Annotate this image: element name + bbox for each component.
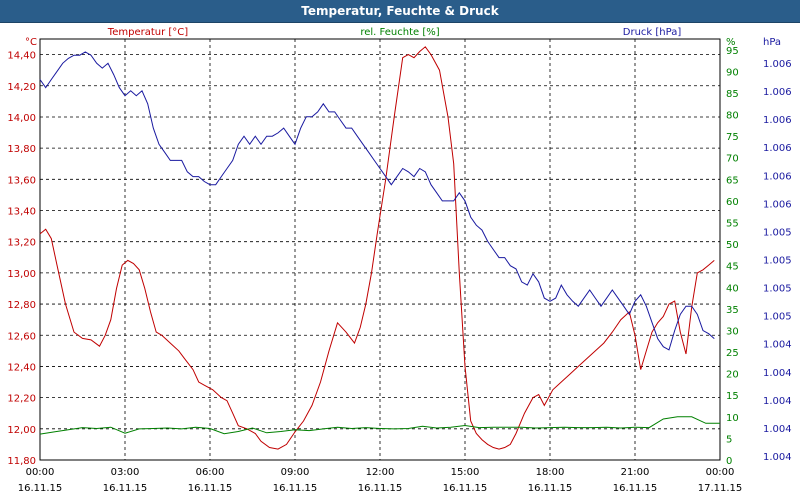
middle-tick-label: 40 [726,283,739,294]
middle-tick-label: 60 [726,197,739,208]
middle-tick-label: 15 [726,391,739,402]
left-tick-label: 13,40 [7,207,36,218]
right-tick-label: 1.006 [763,199,792,210]
x-tick-time: 21:00 [621,467,650,478]
x-tick-time: 03:00 [111,467,140,478]
middle-axis-unit: % [726,37,736,48]
middle-tick-label: 50 [726,240,739,251]
chart-title-bar: Temperatur, Feuchte & Druck [0,0,800,23]
middle-tick-label: 55 [726,219,739,230]
axes: 11,80 12,00 12,20 12,40 12,60 12,80 13,00 13,20… [7,27,791,494]
right-tick-label: 1.006 [763,87,792,98]
legend-humidity: rel. Feuchte [%] [360,27,439,38]
chart-title: Temperatur, Feuchte & Druck [301,4,499,18]
middle-tick-label: 10 [726,413,739,424]
x-tick-date: 16.11.15 [103,483,148,494]
x-tick-time: 09:00 [281,467,310,478]
x-tick-date: 17.11.15 [698,483,743,494]
left-tick-label: 12,60 [7,331,36,342]
right-tick-label: 1.004 [763,424,792,435]
right-tick-label: 1.006 [763,115,792,126]
x-tick-date: 16.11.15 [273,483,318,494]
left-tick-label: 14,40 [7,51,36,62]
series-line-left [39,46,715,450]
left-tick-label: 13,60 [7,175,36,186]
series-line-right [39,51,715,351]
left-tick-label: 12,20 [7,394,36,405]
left-tick-label: 13,80 [7,144,36,155]
x-tick-time: 00:00 [706,467,735,478]
line-chart: 11,80 12,00 12,20 12,40 12,60 12,80 13,00 13,20… [7,27,791,494]
right-tick-label: 1.006 [763,143,792,154]
x-tick-date: 16.11.15 [188,483,233,494]
series-group [39,46,720,450]
left-tick-label: 13,20 [7,238,36,249]
legend-pressure: Druck [hPa] [623,27,682,38]
right-axis-unit: hPa [763,37,781,48]
right-tick-label: 1.004 [763,452,792,463]
left-tick-label: 12,40 [7,362,36,373]
right-tick-label: 1.006 [763,171,792,182]
left-tick-label: 14,20 [7,82,36,93]
plot-frame [39,38,721,461]
x-tick-date: 16.11.15 [18,483,63,494]
right-tick-label: 1.005 [763,227,792,238]
x-tick-time: 00:00 [26,467,55,478]
middle-tick-label: 95 [726,46,739,57]
left-tick-label: 14,00 [7,113,36,124]
middle-tick-label: 65 [726,175,739,186]
left-tick-label: 13,00 [7,269,36,280]
middle-tick-label: 20 [726,370,739,381]
middle-tick-label: 85 [726,89,739,100]
grid [40,39,720,461]
middle-tick-label: 90 [726,67,739,78]
middle-tick-label: 80 [726,111,739,122]
left-axis-unit: °C [25,37,37,48]
x-tick-date: 16.11.15 [443,483,488,494]
right-tick-label: 1.006 [763,59,792,70]
middle-tick-label: 75 [726,132,739,143]
right-tick-label: 1.005 [763,312,792,323]
right-tick-label: 1.005 [763,284,792,295]
left-tick-label: 12,00 [7,425,36,436]
x-tick-time: 06:00 [196,467,225,478]
middle-tick-label: 5 [726,434,732,445]
middle-tick-label: 70 [726,154,739,165]
series-line-middle [39,416,720,435]
x-tick-date: 16.11.15 [528,483,573,494]
left-tick-label: 12,80 [7,300,36,311]
middle-tick-label: 35 [726,305,739,316]
legend-temperature: Temperatur [°C] [107,27,188,38]
middle-tick-label: 25 [726,348,739,359]
middle-tick-label: 0 [726,456,732,467]
x-tick-time: 18:00 [536,467,565,478]
right-tick-label: 1.004 [763,368,792,379]
right-tick-label: 1.004 [763,340,792,351]
middle-tick-label: 45 [726,262,739,273]
x-tick-date: 16.11.15 [613,483,658,494]
left-tick-label: 11,80 [7,456,36,467]
middle-tick-label: 30 [726,326,739,337]
right-tick-label: 1.004 [763,396,792,407]
x-tick-time: 12:00 [366,467,395,478]
right-tick-label: 1.005 [763,256,792,267]
x-tick-time: 15:00 [451,467,480,478]
x-tick-date: 16.11.15 [358,483,403,494]
